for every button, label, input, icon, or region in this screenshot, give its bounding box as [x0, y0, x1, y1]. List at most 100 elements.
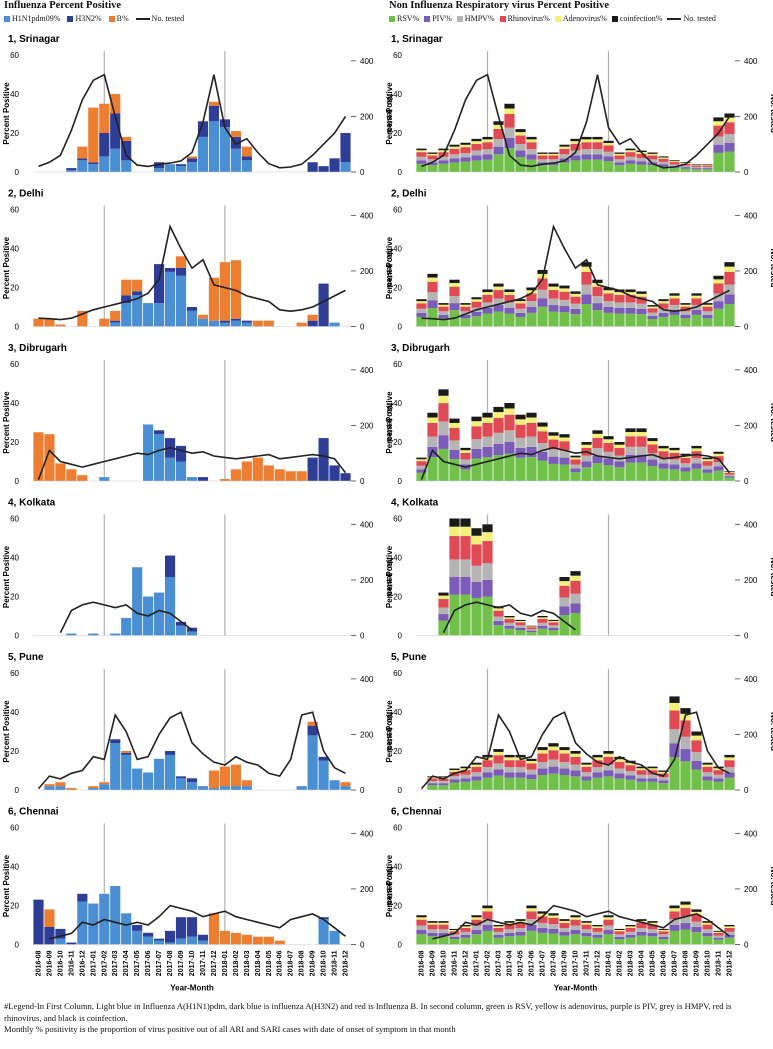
bar-coinf: [427, 412, 438, 418]
bar-coinf: [537, 152, 548, 154]
bar-hmpv: [669, 164, 680, 167]
bar-rsv: [581, 780, 592, 790]
bar-b: [219, 766, 230, 787]
bar-adeno: [658, 771, 669, 774]
bar-b: [132, 279, 143, 292]
bar-coinf: [515, 619, 526, 621]
bar-rsv: [526, 632, 537, 636]
y2-tick-label: 200: [360, 885, 374, 894]
bar-h1n1: [55, 938, 66, 945]
bar-coinf: [537, 616, 548, 618]
bar-rsv: [581, 159, 592, 172]
bar-piv: [680, 749, 691, 762]
bar-piv: [647, 459, 658, 466]
bar-rhino: [724, 760, 735, 768]
bar-piv: [504, 772, 515, 778]
bar-rsv: [460, 318, 471, 327]
bar-piv: [647, 932, 658, 937]
bar-h1n1: [230, 786, 241, 790]
bar-h1n1: [296, 786, 307, 790]
y2-axis-label: No. tested: [769, 867, 773, 906]
bar-rsv: [680, 168, 691, 172]
bar-h3n2: [186, 307, 198, 311]
y-axis-label: Percent Positive: [2, 854, 11, 917]
tested-line: [38, 224, 346, 321]
bar-piv: [515, 931, 526, 936]
x-tick-label: 2017-08: [551, 950, 558, 976]
bar-h1n1: [121, 913, 132, 945]
bar-coinf: [482, 524, 493, 533]
bar-hmpv: [724, 284, 735, 295]
bar-rsv: [482, 159, 493, 172]
bar-coinf: [592, 279, 603, 283]
x-tick-label: 2017-11: [584, 950, 591, 975]
x-tick-label: 2017-07: [156, 950, 163, 976]
y2-tick-label: 200: [744, 576, 758, 585]
y-tick-label: 20: [393, 438, 402, 447]
bar-hmpv: [482, 436, 493, 447]
bar-rsv: [625, 462, 636, 481]
x-tick-label: 2017-12: [595, 950, 602, 976]
bar-coinf: [559, 144, 570, 147]
bar-b: [241, 461, 252, 481]
y-tick-label: 60: [10, 51, 19, 60]
bar-adeno: [526, 139, 537, 143]
bar-h1n1: [329, 930, 340, 945]
bar-adeno: [460, 144, 471, 148]
bar-piv: [548, 928, 559, 934]
bar-h1n1: [77, 160, 88, 172]
bar-hmpv: [658, 777, 669, 781]
bar-coinf: [680, 708, 691, 714]
bar-piv: [548, 627, 559, 631]
bar-adeno: [603, 142, 614, 146]
bar-hmpv: [460, 152, 471, 158]
bar-coinf: [713, 117, 724, 122]
bar-hmpv: [515, 625, 526, 628]
bar-piv: [658, 164, 669, 167]
x-tick-label: 2018-03: [628, 950, 635, 976]
bar-rsv: [537, 774, 548, 790]
bar-coinf: [482, 136, 493, 140]
bar-rhino: [691, 298, 702, 305]
bar-piv: [669, 743, 680, 758]
bar-coinf: [460, 766, 471, 769]
bar-rhino: [713, 283, 724, 294]
bar-h3n2: [175, 621, 187, 626]
bar-rsv: [581, 303, 592, 327]
bar-coinf: [416, 915, 427, 918]
bar-h1n1: [121, 617, 132, 636]
bar-h1n1: [175, 778, 187, 790]
y-tick-label: 20: [10, 438, 19, 447]
x-tick-label: 2017-04: [507, 950, 514, 976]
bar-hmpv: [515, 928, 526, 932]
y-tick-label: 40: [393, 708, 402, 717]
bar-h1n1: [154, 168, 165, 172]
bar-piv: [537, 625, 548, 629]
bar-rhino: [548, 622, 559, 626]
bar-piv: [724, 294, 735, 304]
bar-h1n1: [110, 743, 121, 790]
bar-piv: [702, 469, 713, 473]
bar-hmpv: [427, 159, 438, 163]
bar-coinf: [614, 756, 625, 760]
bar-piv: [614, 162, 625, 166]
bar-rhino: [548, 917, 559, 925]
bar-hmpv: [460, 459, 471, 465]
bar-coinf: [636, 291, 647, 294]
bar-rsv: [515, 777, 526, 790]
bar-rhino: [702, 461, 713, 466]
bar-b: [44, 318, 55, 327]
bar-adeno: [713, 279, 724, 284]
bar-h3n2: [55, 928, 66, 939]
bar-b: [263, 320, 274, 327]
bar-hmpv: [647, 774, 658, 779]
bar-rsv: [724, 303, 735, 327]
bar-hmpv: [647, 929, 658, 933]
bar-h3n2: [230, 318, 241, 321]
bar-piv: [680, 314, 691, 319]
bar-coinf: [559, 747, 570, 751]
bar-h1n1: [143, 936, 154, 945]
bar-rhino: [416, 919, 427, 926]
bar-rsv: [713, 470, 724, 481]
bar-piv: [702, 932, 713, 937]
